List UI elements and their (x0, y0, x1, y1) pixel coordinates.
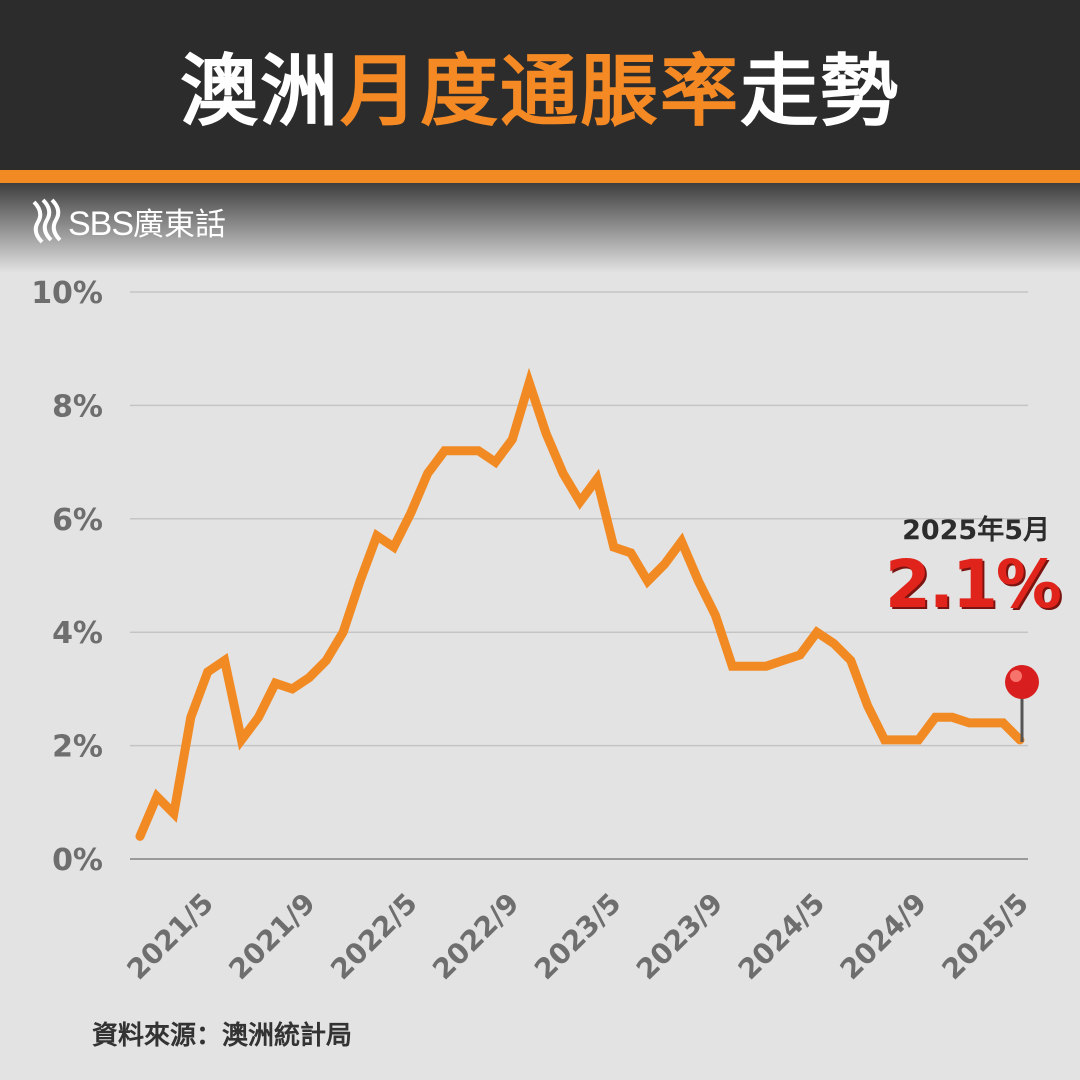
header-banner: 澳洲月度通脹率走勢 (0, 0, 1080, 170)
data-point (647, 580, 649, 582)
data-point (190, 716, 192, 718)
data-point (207, 671, 209, 673)
data-point (917, 739, 919, 741)
y-tick-label: 10% (31, 276, 103, 311)
sbs-waves-icon (32, 198, 62, 244)
red-pushpin-icon (1005, 665, 1039, 742)
y-tick-label: 6% (52, 503, 103, 538)
x-tick-label: 2023/9 (630, 887, 729, 986)
data-point (985, 722, 987, 724)
data-point (782, 660, 784, 662)
x-tick-label: 2024/5 (732, 887, 831, 986)
y-tick-label: 4% (52, 616, 103, 651)
data-point (562, 472, 564, 474)
x-tick-label: 2022/9 (426, 887, 525, 986)
data-point (274, 682, 276, 684)
x-tick-label: 2022/5 (324, 887, 423, 986)
data-point (1002, 722, 1004, 724)
x-tick-label: 2025/5 (936, 887, 1035, 986)
data-point (968, 722, 970, 724)
data-point (799, 654, 801, 656)
x-tick-label: 2021/5 (121, 887, 220, 986)
data-point (748, 665, 750, 667)
data-point (579, 501, 581, 503)
title-part-country: 澳洲 (179, 47, 340, 137)
header-shadow-fade (0, 183, 1080, 273)
data-point (951, 716, 953, 718)
data-point (681, 540, 683, 542)
data-point (308, 677, 310, 679)
data-point (325, 660, 327, 662)
data-point (291, 688, 293, 690)
data-point (714, 614, 716, 616)
title-part-highlight: 月度通脹率 (339, 47, 740, 137)
data-point (427, 472, 429, 474)
data-point (867, 705, 869, 707)
data-point (850, 660, 852, 662)
page-title: 澳洲月度通脹率走勢 (180, 29, 900, 141)
source-note: 資料來源：澳洲統計局 (92, 1021, 353, 1051)
data-point (697, 580, 699, 582)
data-point (511, 438, 513, 440)
data-point (376, 535, 378, 537)
logo-text: SBS廣東話 (68, 199, 226, 244)
logo-brand: SBS (68, 204, 134, 243)
data-point (731, 665, 733, 667)
data-point (596, 478, 598, 480)
data-point (884, 739, 886, 741)
logo-suffix: 廣東話 (133, 206, 227, 243)
data-point (833, 643, 835, 645)
data-point (257, 716, 259, 718)
data-point (156, 796, 158, 798)
data-point (494, 461, 496, 463)
pushpin-head (1005, 665, 1039, 699)
x-tick-label: 2023/5 (528, 887, 627, 986)
x-tick-label: 2021/9 (222, 887, 321, 986)
data-point (477, 450, 479, 452)
data-point (545, 433, 547, 435)
data-point (1019, 739, 1021, 741)
data-point (613, 546, 615, 548)
latest-value-label: 2.1% (884, 546, 1062, 623)
title-part-trend: 走勢 (740, 47, 901, 137)
data-point (359, 580, 361, 582)
data-point (901, 739, 903, 741)
data-point (173, 813, 175, 815)
pushpin-highlight (1010, 670, 1022, 682)
data-point (444, 450, 446, 452)
data-point (139, 835, 141, 837)
data-point (241, 739, 243, 741)
data-point (630, 552, 632, 554)
data-point (224, 660, 226, 662)
data-point (410, 512, 412, 514)
data-point (461, 450, 463, 452)
data-point (528, 382, 530, 384)
sbs-logo: SBS廣東話 (30, 198, 226, 244)
data-point (765, 665, 767, 667)
latest-date-label: 2025年5月 (902, 515, 1050, 546)
data-point (342, 631, 344, 633)
x-tick-label: 2024/9 (834, 887, 933, 986)
y-tick-label: 8% (52, 389, 103, 424)
y-tick-label: 2% (52, 730, 103, 765)
data-point (664, 563, 666, 565)
data-point (393, 546, 395, 548)
data-point (816, 631, 818, 633)
header-orange-rule (0, 170, 1080, 183)
y-tick-label: 0% (52, 843, 103, 878)
data-point (934, 716, 936, 718)
